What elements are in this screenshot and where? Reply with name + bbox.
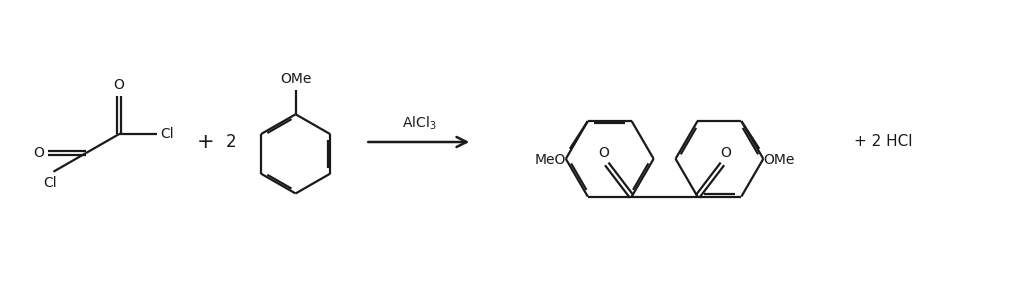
Text: O: O — [598, 146, 609, 160]
Text: Cl: Cl — [44, 176, 57, 190]
Text: O: O — [34, 146, 44, 160]
Text: + 2 HCl: + 2 HCl — [854, 135, 912, 149]
Text: O: O — [114, 78, 125, 93]
Text: OMe: OMe — [763, 153, 795, 167]
Text: O: O — [720, 146, 731, 160]
Text: AlCl$_3$: AlCl$_3$ — [401, 115, 436, 132]
Text: OMe: OMe — [280, 72, 311, 85]
Text: 2: 2 — [225, 133, 237, 151]
Text: MeO: MeO — [535, 153, 566, 167]
Text: +: + — [197, 132, 215, 152]
Text: Cl: Cl — [160, 127, 174, 141]
